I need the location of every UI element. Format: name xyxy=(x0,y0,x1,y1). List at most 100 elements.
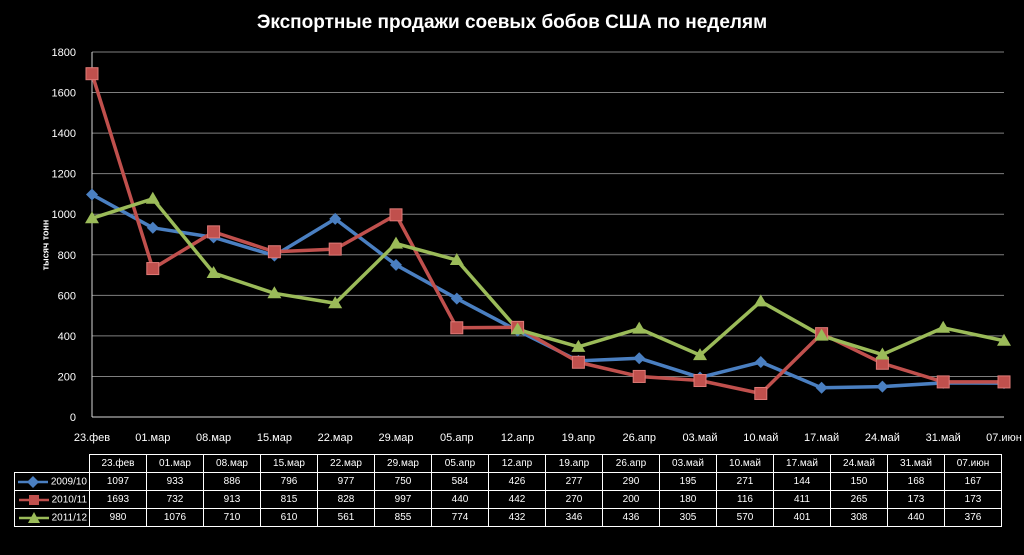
data-table-cell: 796 xyxy=(260,472,318,491)
data-table-cell: 570 xyxy=(716,508,774,527)
data-table-cell: 886 xyxy=(203,472,261,491)
x-tick-label: 23.фев xyxy=(74,432,110,444)
legend-entry: 2011/12 xyxy=(14,508,90,527)
data-point xyxy=(267,286,282,299)
data-table-cell: 1693 xyxy=(89,490,147,509)
data-point xyxy=(876,380,889,393)
data-table-cell: 173 xyxy=(887,490,945,509)
data-point xyxy=(997,333,1011,346)
x-tick-label: 01.мар xyxy=(135,432,170,444)
data-table-corner xyxy=(14,454,90,473)
x-tick-label: 03.май xyxy=(682,432,717,444)
data-table-header-cell: 12.апр xyxy=(488,454,546,473)
data-table-row: 2010/11 1693 732 913 815 828 997 440 442 270 200 18… xyxy=(14,490,1002,509)
data-table-header-cell: 03.май xyxy=(659,454,717,473)
legend-entry: 2009/10 xyxy=(14,472,90,491)
x-tick-label: 15.мар xyxy=(257,432,292,444)
data-table-cell: 732 xyxy=(146,490,204,509)
data-table-cell: 401 xyxy=(773,508,831,527)
data-table-cell: 815 xyxy=(260,490,318,509)
data-point xyxy=(85,211,99,224)
data-table-cell: 828 xyxy=(317,490,375,509)
data-table-cell: 913 xyxy=(203,490,261,509)
data-table-cell: 440 xyxy=(431,490,489,509)
data-table-header-cell: 22.мар xyxy=(317,454,375,473)
x-tick-label: 26.апр xyxy=(622,432,655,444)
data-table-cell: 150 xyxy=(830,472,888,491)
data-point xyxy=(571,355,585,369)
data-table-cell: 271 xyxy=(716,472,774,491)
legend-entry: 2010/11 xyxy=(14,490,90,509)
data-point xyxy=(267,245,281,259)
data-point xyxy=(206,266,221,279)
data-point xyxy=(997,375,1011,389)
data-table-cell: 610 xyxy=(260,508,318,527)
data-table-cell: 411 xyxy=(773,490,831,509)
data-table-cell: 168 xyxy=(887,472,945,491)
data-table-cell: 290 xyxy=(602,472,660,491)
data-table-header-cell: 26.апр xyxy=(602,454,660,473)
data-table-cell: 750 xyxy=(374,472,432,491)
data-point xyxy=(936,320,951,333)
data-table-header-cell: 15.мар xyxy=(260,454,318,473)
legend-key-icon xyxy=(17,475,48,488)
data-point xyxy=(450,292,463,305)
data-table-cell: 855 xyxy=(374,508,432,527)
data-point xyxy=(754,386,768,400)
legend-label: 2010/11 xyxy=(51,494,87,506)
y-tick-label: 1600 xyxy=(52,88,76,100)
data-table-cell: 376 xyxy=(944,508,1002,527)
data-point xyxy=(875,347,890,360)
data-point xyxy=(936,375,950,389)
data-table-row: 2009/10 1097 933 886 796 977 750 584 426 277 290 19… xyxy=(14,472,1002,491)
x-tick-label: 24.май xyxy=(865,432,900,444)
y-tick-label: 200 xyxy=(58,371,76,383)
x-tick-label: 12.апр xyxy=(501,432,534,444)
series-line-2010/11 xyxy=(90,73,1004,396)
data-point xyxy=(450,321,464,335)
y-tick-label: 0 xyxy=(70,412,76,424)
data-table-cell: 997 xyxy=(374,490,432,509)
data-table-header-cell: 01.мар xyxy=(146,454,204,473)
data-point xyxy=(571,339,586,352)
data-table-cell: 561 xyxy=(317,508,375,527)
y-tick-label: 800 xyxy=(58,250,76,262)
x-tick-label: 05.апр xyxy=(440,432,473,444)
data-point xyxy=(633,352,646,365)
data-table-cell: 173 xyxy=(944,490,1002,509)
chart-title: Экспортные продажи соевых бобов США по н… xyxy=(256,12,768,33)
data-table-cell: 265 xyxy=(830,490,888,509)
data-point xyxy=(329,212,342,225)
data-table-cell: 305 xyxy=(659,508,717,527)
data-table-cell: 980 xyxy=(89,508,147,527)
data-point xyxy=(814,328,829,341)
x-tick-label: 17.май xyxy=(804,432,839,444)
data-point xyxy=(632,369,646,383)
data-table-header-cell: 05.апр xyxy=(431,454,489,473)
data-table-cell: 116 xyxy=(716,490,774,509)
data-table-header-row: 23.фев 01.мар 08.мар 15.мар 22.мар 29.мар 05.а… xyxy=(14,454,1002,473)
data-point xyxy=(86,188,98,201)
data-point xyxy=(754,356,767,369)
data-point xyxy=(145,191,160,204)
data-table-header-cell: 08.мар xyxy=(203,454,261,473)
data-table-cell: 774 xyxy=(431,508,489,527)
data-table-cell: 277 xyxy=(545,472,603,491)
x-tick-label: 08.мар xyxy=(196,432,231,444)
data-table-cell: 442 xyxy=(488,490,546,509)
data-table-header-cell: 10.май xyxy=(716,454,774,473)
x-tick-label: 07.июн xyxy=(986,432,1022,444)
data-table-cell: 200 xyxy=(602,490,660,509)
data-table-cell: 440 xyxy=(887,508,945,527)
data-point xyxy=(449,253,464,266)
data-point xyxy=(85,67,99,81)
data-point xyxy=(693,374,707,387)
data-table-cell: 1076 xyxy=(146,508,204,527)
data-point xyxy=(390,258,402,271)
y-tick-label: 400 xyxy=(58,331,76,343)
legend-label: 2009/10 xyxy=(50,476,87,488)
data-table-cell: 180 xyxy=(659,490,717,509)
data-table-cell: 426 xyxy=(488,472,546,491)
x-tick-label: 10.май xyxy=(743,432,778,444)
data-table-cell: 584 xyxy=(431,472,489,491)
